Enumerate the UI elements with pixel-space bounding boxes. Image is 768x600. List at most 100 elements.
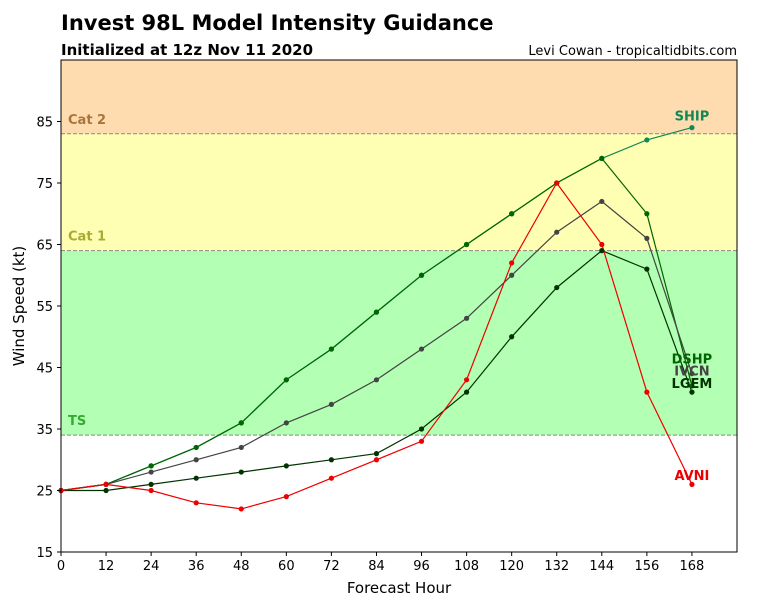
chart-credit: Levi Cowan - tropicaltidbits.com [528, 44, 737, 59]
data-point-avni [373, 457, 380, 463]
y-tick-label: 65 [36, 239, 53, 254]
data-point-ivcn [599, 198, 605, 205]
data-point-avni [328, 475, 334, 481]
data-point-lgem [689, 389, 695, 395]
series-label-ship: SHIP [675, 109, 710, 124]
y-tick-label: 45 [36, 362, 53, 377]
data-point-avni [418, 438, 425, 444]
data-point-ivcn [148, 469, 154, 475]
data-point-ivcn [418, 346, 425, 352]
data-point-dshp [238, 420, 244, 426]
data-point-ivcn [464, 315, 470, 321]
x-tick-label: 108 [454, 559, 479, 574]
band-ts [61, 250, 737, 436]
data-point-avni [193, 500, 199, 506]
band-label: TS [68, 414, 86, 429]
data-point-ivcn [554, 229, 560, 235]
band-label: Cat 1 [68, 230, 106, 245]
data-point-avni [283, 494, 289, 500]
data-point-dshp [509, 211, 515, 217]
data-point-ivcn [238, 444, 244, 451]
data-point-lgem [418, 426, 425, 432]
data-point-dshp [418, 272, 425, 278]
x-tick-label: 84 [368, 559, 385, 574]
band-labels: TS Cat 1 Cat 2 [68, 113, 106, 429]
data-point-dshp [148, 463, 154, 469]
x-tick-label: 120 [499, 559, 524, 574]
data-point-lgem [373, 451, 380, 457]
data-point-ivcn [509, 272, 515, 278]
data-point-dshp [644, 211, 650, 217]
data-point-dshp [193, 444, 199, 451]
y-tick-label: 75 [36, 177, 53, 192]
x-tick-label: 12 [98, 559, 115, 574]
data-point-lgem [644, 266, 650, 272]
data-point-ivcn [283, 420, 289, 426]
data-point-dshp [373, 309, 380, 315]
data-point-ivcn [644, 235, 650, 241]
x-tick-label: 0 [57, 559, 65, 574]
series-label-ivcn: IVCN [674, 365, 709, 380]
data-point-ivcn [373, 377, 380, 383]
band-label: Cat 2 [68, 113, 106, 128]
series-points [58, 125, 695, 512]
x-tick-label: 24 [143, 559, 160, 574]
chart-title: Invest 98L Model Intensity Guidance [61, 11, 494, 35]
series-label-dshp: DSHP [672, 352, 713, 367]
data-point-avni [599, 241, 605, 248]
data-point-dshp [464, 241, 470, 248]
data-point-avni [148, 487, 154, 494]
x-tick-label: 168 [680, 559, 705, 574]
data-point-avni [509, 260, 515, 266]
data-point-lgem [148, 481, 154, 487]
x-tick-label: 132 [544, 559, 569, 574]
data-point-dshp [328, 346, 334, 352]
chart-subtitle: Initialized at 12z Nov 11 2020 [61, 41, 313, 59]
y-tick-label: 35 [36, 423, 53, 438]
x-tick-label: 156 [634, 559, 659, 574]
x-tick-label: 96 [413, 559, 430, 574]
x-tick-label: 60 [278, 559, 295, 574]
band-cat-1 [61, 133, 737, 251]
data-point-lgem [464, 389, 470, 395]
data-point-lgem [238, 469, 244, 475]
data-point-ivcn [689, 371, 695, 377]
band-below-ts [61, 435, 737, 552]
data-point-lgem [509, 334, 515, 340]
data-point-ship [644, 137, 650, 143]
data-point-avni [238, 506, 244, 512]
data-point-lgem [328, 457, 334, 463]
series-label-avni: AVNI [674, 469, 709, 484]
y-tick-label: 15 [36, 546, 53, 561]
y-axis: 15 25 35 45 55 65 75 85 [36, 116, 61, 561]
x-tick-label: 48 [233, 559, 250, 574]
data-point-ivcn [193, 457, 199, 463]
data-point-ivcn [328, 401, 334, 407]
data-point-avni [554, 180, 560, 186]
y-tick-label: 55 [36, 300, 53, 315]
data-point-dshp [599, 155, 605, 161]
x-axis-label: Forecast Hour [347, 579, 452, 597]
data-point-lgem [283, 463, 289, 469]
data-point-avni [644, 389, 650, 395]
intensity-bands [61, 60, 737, 552]
data-point-ship [689, 125, 695, 131]
x-tick-label: 72 [323, 559, 340, 574]
x-tick-label: 36 [188, 559, 205, 574]
data-point-dshp [689, 383, 695, 389]
data-point-lgem [599, 248, 605, 254]
data-point-lgem [193, 475, 199, 481]
y-axis-label: Wind Speed (kt) [10, 246, 28, 367]
y-tick-label: 85 [36, 116, 53, 131]
data-point-lgem [103, 487, 109, 494]
x-axis: 0 12 24 36 48 60 72 84 96 108 120 132 144 156 168 [57, 552, 704, 574]
series-label-lgem: LGEM [672, 377, 713, 392]
data-point-avni [103, 481, 109, 487]
data-point-dshp [283, 377, 289, 383]
data-point-lgem [554, 284, 560, 291]
x-tick-label: 144 [589, 559, 614, 574]
data-point-avni [464, 377, 470, 383]
y-tick-label: 25 [36, 485, 53, 500]
